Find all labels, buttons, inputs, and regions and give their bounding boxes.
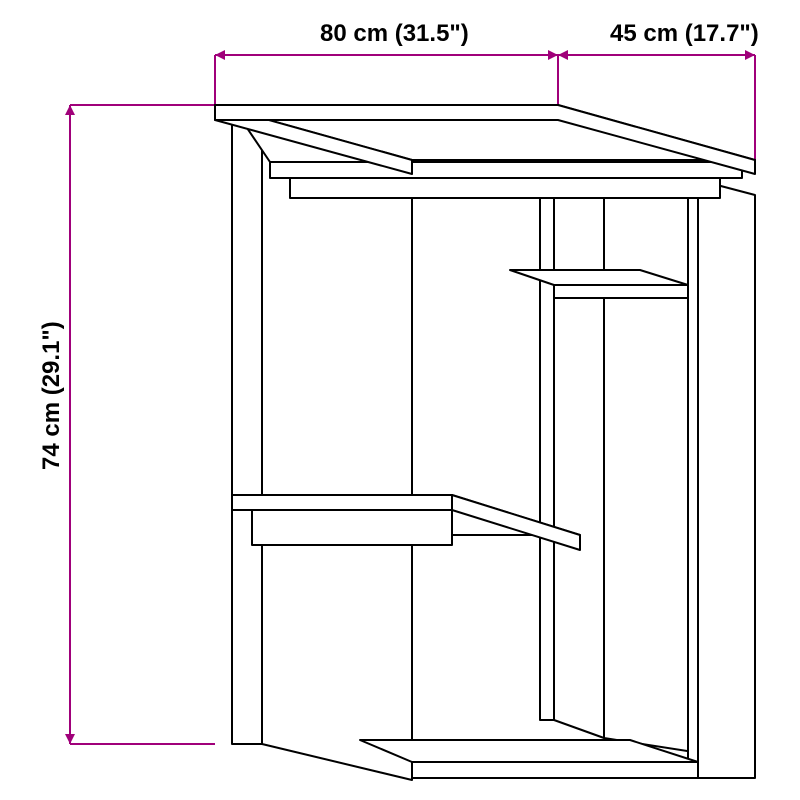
- desk-diagram: [0, 0, 800, 800]
- desk-outline: [215, 105, 755, 780]
- width-label: 80 cm (31.5"): [320, 20, 469, 48]
- depth-label: 45 cm (17.7"): [610, 20, 759, 48]
- height-label: 74 cm (29.1"): [38, 321, 66, 470]
